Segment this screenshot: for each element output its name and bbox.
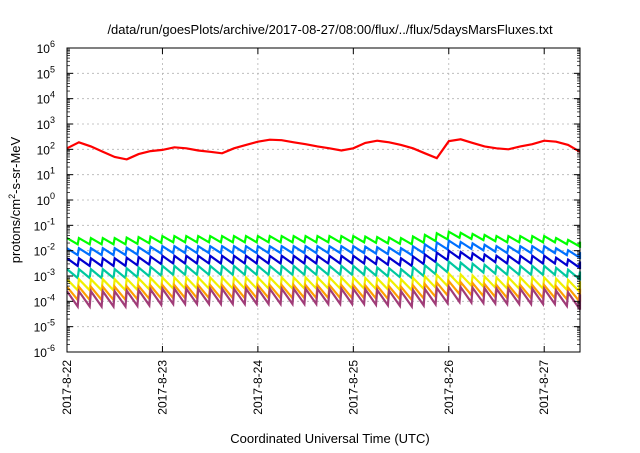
y-tick-label-base: 10 <box>34 219 48 233</box>
y-axis-label-base: protons/cm <box>8 199 23 263</box>
x-axis-label: Coordinated Universal Time (UTC) <box>230 431 429 446</box>
y-tick-label-base: 10 <box>34 321 48 335</box>
x-axis: 2017-8-22 2017-8-23 2017-8-24 2017-8-25 2017… <box>60 48 551 415</box>
y-tick-label-base: 10 <box>34 346 48 360</box>
y-tick-label-exponent: 6 <box>50 39 55 49</box>
y-tick-label-exponent: 0 <box>50 191 55 201</box>
y-tick-label: 10-2 <box>34 242 55 259</box>
y-tick-label-base: 10 <box>37 143 51 157</box>
y-tick-label-base: 10 <box>37 42 51 56</box>
y-tick-label-base: 10 <box>37 118 51 132</box>
y-tick-label: 106 <box>37 39 55 56</box>
x-tick-label: 2017-8-25 <box>346 360 360 415</box>
chart-title: /data/run/goesPlots/archive/2017-08-27/0… <box>107 22 553 37</box>
y-tick-label-exponent: -4 <box>47 292 55 302</box>
y-axis-label-rest: -s-sr-MeV <box>8 136 23 193</box>
x-tick-label: 2017-8-22 <box>60 360 74 415</box>
y-tick-label: 10-1 <box>34 216 55 233</box>
y-tick-label-exponent: -5 <box>47 318 55 328</box>
y-tick-label: 100 <box>37 191 55 208</box>
y-tick-label: 10-4 <box>34 292 55 309</box>
x-tick-label: 2017-8-27 <box>537 360 551 415</box>
y-tick-label-base: 10 <box>34 270 48 284</box>
y-tick-label-exponent: -3 <box>47 267 55 277</box>
y-tick-label-exponent: 5 <box>50 64 55 74</box>
y-tick-label-exponent: 4 <box>50 90 55 100</box>
y-axis: 10-610-510-410-310-210-11001011021031041… <box>34 39 580 360</box>
y-tick-label-exponent: -2 <box>47 242 55 252</box>
y-tick-label-base: 10 <box>37 194 51 208</box>
y-axis-label-sup: 2 <box>7 194 17 199</box>
series-group <box>66 138 582 311</box>
y-tick-label-base: 10 <box>37 67 51 81</box>
series-line <box>66 283 582 311</box>
y-tick-label: 104 <box>37 90 55 107</box>
x-tick-label: 2017-8-23 <box>155 360 169 415</box>
y-tick-label: 10-6 <box>34 343 55 360</box>
y-tick-label-exponent: 1 <box>50 166 55 176</box>
y-tick-label-base: 10 <box>34 245 48 259</box>
y-tick-label: 10-3 <box>34 267 55 284</box>
y-tick-label-exponent: 2 <box>50 140 55 150</box>
series-line <box>66 248 582 270</box>
y-tick-label: 101 <box>37 166 55 183</box>
y-tick-label: 103 <box>37 115 55 132</box>
y-tick-label: 10-5 <box>34 318 55 335</box>
y-tick-label-exponent: -6 <box>47 343 55 353</box>
y-tick-label-base: 10 <box>34 295 48 309</box>
y-tick-label-exponent: -1 <box>47 216 55 226</box>
y-tick-label: 102 <box>37 140 55 157</box>
x-tick-label: 2017-8-26 <box>442 360 456 415</box>
series-line <box>66 138 581 161</box>
y-tick-label-exponent: 3 <box>50 115 55 125</box>
series-line <box>66 238 582 260</box>
series-line <box>66 229 582 248</box>
y-tick-label-base: 10 <box>37 169 51 183</box>
x-tick-label: 2017-8-24 <box>251 360 265 415</box>
series-line <box>66 259 582 281</box>
y-axis-label: protons/cm2-s-sr-MeV <box>7 136 23 263</box>
y-tick-label-base: 10 <box>37 93 51 107</box>
y-tick-label: 105 <box>37 64 55 81</box>
